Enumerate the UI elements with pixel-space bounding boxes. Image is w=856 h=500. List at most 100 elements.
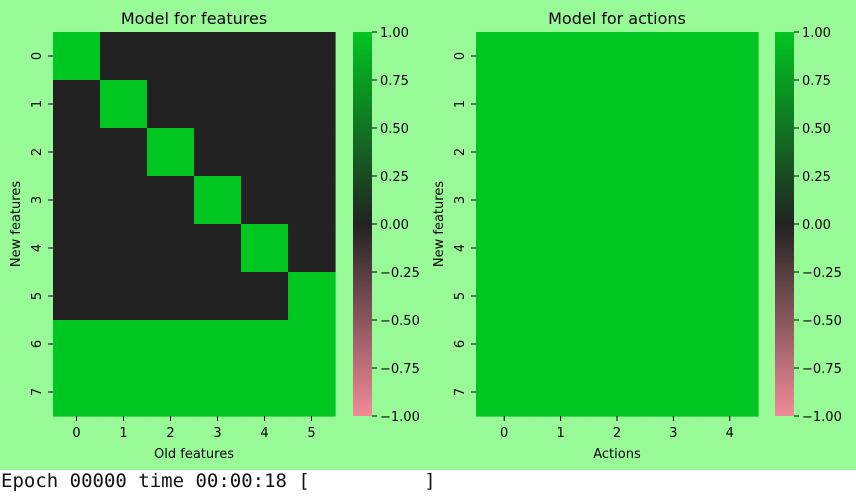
heatmap-cell	[701, 272, 759, 321]
heatmap-cell	[701, 176, 759, 225]
heatmap-cell	[588, 32, 646, 81]
heatmap-cell	[53, 176, 101, 225]
heatmap-cell	[701, 32, 759, 81]
chart-title: Model for features	[121, 9, 267, 28]
status-bar: Epoch 00000 time 00:00:18 [ ]	[0, 470, 856, 500]
x-tick-label: 0	[500, 426, 508, 441]
heatmap-cell	[476, 176, 533, 225]
heatmap-cell	[194, 80, 242, 129]
x-tick-label: 0	[72, 426, 80, 441]
y-tick-label: 0	[453, 52, 468, 60]
x-tick-label: 1	[119, 426, 127, 441]
heatmap-cell	[476, 368, 533, 417]
colorbar	[775, 32, 794, 416]
heatmap-cell	[701, 128, 759, 177]
colorbar-tick-label: −0.50	[380, 314, 420, 329]
heatmap-cell	[532, 176, 590, 225]
heatmap-cell	[588, 80, 646, 129]
colorbar-tick-label: 0.25	[380, 170, 409, 185]
heatmap-cell	[645, 128, 703, 177]
y-tick-label: 1	[453, 100, 468, 108]
heatmap-cell	[100, 272, 148, 321]
heatmap-cell	[588, 272, 646, 321]
colorbar-tick-label: −0.75	[380, 362, 420, 377]
heatmap-cell	[645, 320, 703, 369]
heatmap-cell	[241, 224, 289, 273]
y-tick-label: 2	[30, 148, 45, 156]
colorbar-tick-label: 0.00	[380, 218, 409, 233]
heatmap-cell	[645, 80, 703, 129]
heatmap-cell	[645, 176, 703, 225]
heatmap-cell	[100, 176, 148, 225]
colorbar	[353, 32, 372, 416]
heatmap-cell	[588, 224, 646, 273]
x-tick-label: 4	[726, 426, 734, 441]
heatmap-cell	[147, 368, 195, 417]
heatmap-2: Model for actions 0 1 2 3 4 Actions 0 1 2 3 4 5 6 7 New…	[432, 9, 842, 462]
heatmap-cell	[288, 224, 336, 273]
heatmap-cell	[532, 32, 590, 81]
y-tick-label: 0	[30, 52, 45, 60]
heatmap-cell	[241, 32, 289, 81]
figure-canvas: Model for features 0 1 2 3 4 5 Old features 0 1 2 3…	[9, 9, 842, 462]
colorbar-tick-label: −1.00	[380, 410, 420, 425]
heatmap-cell	[194, 176, 242, 225]
heatmap-cell	[194, 320, 242, 369]
x-tick-label: 3	[669, 426, 677, 441]
y-tick-label: 7	[453, 388, 468, 396]
colorbar-tick-label: 0.75	[380, 74, 409, 89]
colorbar-tick-label: 0.75	[802, 74, 831, 89]
heatmap-cell	[194, 368, 242, 417]
heatmap-cell	[288, 368, 336, 417]
heatmap-cell	[288, 32, 336, 81]
heatmap-cell	[194, 272, 242, 321]
figure: Model for features 0 1 2 3 4 5 Old features 0 1 2 3…	[9, 9, 842, 462]
y-tick-label: 3	[30, 196, 45, 204]
x-tick-label: 1	[556, 426, 564, 441]
x-axis-label: Actions	[593, 447, 641, 462]
colorbar-tick-label: 0.00	[802, 218, 831, 233]
heatmap-cell	[645, 368, 703, 417]
y-tick-label: 4	[30, 244, 45, 252]
heatmap-cell	[588, 320, 646, 369]
heatmap-cell	[147, 176, 195, 225]
heatmap-cell	[476, 224, 533, 273]
heatmap-cell	[288, 80, 336, 129]
heatmap-cell	[147, 80, 195, 129]
x-tick-label: 2	[166, 426, 174, 441]
colorbar-tick-label: −1.00	[802, 410, 842, 425]
colorbar-tick-label: 0.25	[802, 170, 831, 185]
heatmap-cell	[241, 80, 289, 129]
heatmap-cell	[194, 32, 242, 81]
heatmap-cell	[701, 224, 759, 273]
heatmap-cell	[701, 368, 759, 417]
heatmap-cell	[288, 320, 336, 369]
heatmap-cell	[194, 224, 242, 273]
heatmap-cell	[241, 368, 289, 417]
heatmap-cell	[588, 128, 646, 177]
x-tick-label: 3	[213, 426, 221, 441]
y-axis-label: New features	[432, 181, 447, 267]
heatmap-cell	[588, 176, 646, 225]
heatmap-cell	[588, 368, 646, 417]
heatmap-cell	[476, 272, 533, 321]
heatmap-cell	[194, 128, 242, 177]
colorbar-tick-label: −0.50	[802, 314, 842, 329]
heatmap-cell	[532, 368, 590, 417]
heatmap-cell	[288, 176, 336, 225]
heatmap-cell	[147, 320, 195, 369]
heatmap-cell	[532, 320, 590, 369]
heatmap-cell	[532, 272, 590, 321]
colorbar-tick-label: −0.25	[802, 266, 842, 281]
heatmap-cell	[53, 368, 101, 417]
heatmap-cell	[241, 128, 289, 177]
y-tick-label: 6	[30, 340, 45, 348]
colorbar-tick-label: −0.75	[802, 362, 842, 377]
y-tick-label: 2	[453, 148, 468, 156]
heatmap-cell	[100, 224, 148, 273]
heatmap-1: Model for features 0 1 2 3 4 5 Old features 0 1 2 3…	[9, 9, 420, 462]
y-tick-label: 1	[30, 100, 45, 108]
heatmap-cell	[147, 272, 195, 321]
y-tick-label: 6	[453, 340, 468, 348]
heatmap-cell	[100, 368, 148, 417]
